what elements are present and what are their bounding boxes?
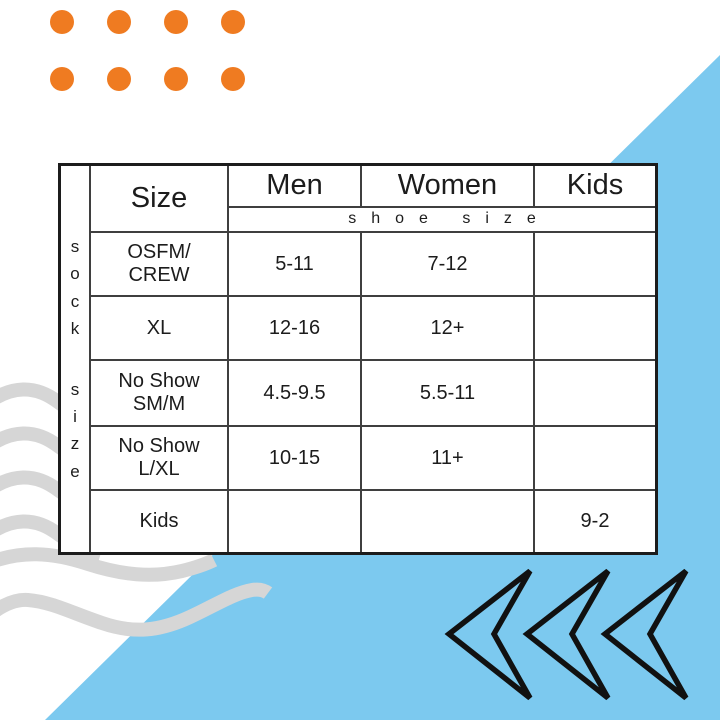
cell-men-noshow-smm: 4.5-9.5 bbox=[227, 359, 360, 425]
row-label-kids: Kids bbox=[91, 489, 227, 552]
cell-men-kids bbox=[227, 489, 360, 552]
cell-women-osfm: 7-12 bbox=[360, 231, 533, 295]
wave-icon bbox=[0, 582, 273, 637]
row-label-line: No Show bbox=[118, 370, 200, 392]
column-header-size: Size bbox=[130, 181, 188, 214]
row-label-xl: XL bbox=[91, 295, 227, 359]
cell-women-noshow-lxl: 11+ bbox=[360, 425, 533, 489]
chevron-left-icon bbox=[522, 568, 611, 701]
chevron-arrows bbox=[444, 568, 689, 701]
row-label-line: OSFM/ bbox=[127, 241, 191, 263]
wave-icon bbox=[0, 547, 218, 582]
row-label-line: XL bbox=[146, 316, 172, 339]
row-label-line: CREW bbox=[128, 264, 190, 286]
column-header-men: Men bbox=[227, 166, 360, 206]
dot-icon bbox=[107, 10, 131, 34]
cell-women-noshow-smm: 5.5-11 bbox=[360, 359, 533, 425]
row-label-line: No Show bbox=[118, 435, 200, 457]
cell-kids-xl bbox=[533, 295, 655, 359]
chevron-left-icon bbox=[444, 568, 533, 701]
chevron-left-icon bbox=[600, 568, 689, 701]
cell-men-osfm: 5-11 bbox=[227, 231, 360, 295]
cell-men-xl: 12-16 bbox=[227, 295, 360, 359]
dot-icon bbox=[50, 67, 74, 91]
dot-grid bbox=[50, 10, 245, 91]
cell-kids-noshow-smm bbox=[533, 359, 655, 425]
dot-icon bbox=[50, 10, 74, 34]
dot-icon bbox=[221, 67, 245, 91]
dot-icon bbox=[107, 67, 131, 91]
subheader-shoe-size: shoe size bbox=[227, 206, 655, 231]
cell-men-noshow-lxl: 10-15 bbox=[227, 425, 360, 489]
cell-women-kids bbox=[360, 489, 533, 552]
row-label-osfm-crew: OSFM/ CREW bbox=[91, 231, 227, 295]
cell-kids-osfm bbox=[533, 231, 655, 295]
row-label-noshow-smm: No Show SM/M bbox=[91, 359, 227, 425]
row-label-noshow-lxl: No Show L/XL bbox=[91, 425, 227, 489]
dot-icon bbox=[164, 67, 188, 91]
column-header-kids: Kids bbox=[533, 166, 655, 206]
cell-kids-kids: 9-2 bbox=[533, 489, 655, 552]
cell-kids-noshow-lxl bbox=[533, 425, 655, 489]
row-label-line: Kids bbox=[139, 510, 179, 532]
row-label-line: SM/M bbox=[132, 393, 186, 415]
dot-icon bbox=[164, 10, 188, 34]
column-header-women: Women bbox=[360, 166, 533, 206]
row-label-line: L/XL bbox=[138, 458, 180, 480]
cell-women-xl: 12+ bbox=[360, 295, 533, 359]
dot-icon bbox=[221, 10, 245, 34]
